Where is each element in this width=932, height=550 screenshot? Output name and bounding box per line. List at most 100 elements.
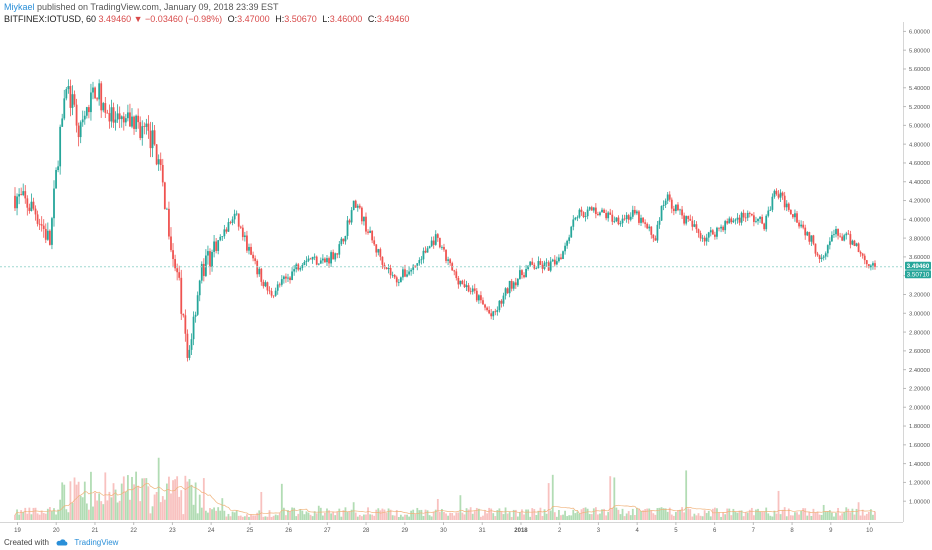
volume-bar bbox=[693, 513, 696, 520]
candle bbox=[26, 195, 29, 216]
candle bbox=[615, 217, 618, 223]
candle bbox=[835, 226, 837, 238]
volume-bar bbox=[213, 507, 215, 520]
volume-bar bbox=[418, 510, 421, 520]
volume-bar bbox=[566, 516, 569, 520]
candle bbox=[455, 268, 458, 281]
price-tick: 1.40000 bbox=[903, 462, 930, 468]
volume-bar bbox=[672, 515, 675, 520]
candle bbox=[586, 206, 589, 220]
candle bbox=[356, 203, 359, 212]
time-tick-label: 22 bbox=[130, 528, 137, 534]
volume-bar bbox=[469, 507, 472, 520]
candle bbox=[469, 287, 472, 295]
price-tick: 2.00000 bbox=[903, 405, 930, 411]
volume-bar bbox=[486, 513, 488, 520]
candle bbox=[853, 239, 856, 247]
volume-bar bbox=[420, 509, 423, 520]
candle bbox=[828, 237, 831, 250]
candle bbox=[775, 188, 778, 196]
candle bbox=[51, 216, 53, 250]
candle bbox=[656, 220, 659, 243]
volume-bar bbox=[369, 514, 371, 520]
candle bbox=[822, 254, 825, 261]
candle bbox=[750, 213, 753, 217]
volume-bar bbox=[681, 507, 683, 520]
candle bbox=[20, 187, 23, 196]
last-price-badge: 3.49460 3.50710 bbox=[905, 261, 931, 279]
volume-bar bbox=[837, 507, 839, 520]
volume-bar bbox=[636, 507, 638, 520]
volume-bar bbox=[397, 516, 400, 520]
volume-bar bbox=[20, 510, 23, 520]
volume-bars bbox=[14, 457, 876, 520]
volume-bar bbox=[789, 515, 792, 520]
volume-bar bbox=[564, 510, 566, 520]
volume-bar bbox=[346, 511, 349, 520]
author-link[interactable]: Miykael bbox=[4, 2, 35, 12]
candle bbox=[806, 231, 809, 237]
volume-bar bbox=[847, 508, 850, 520]
time-tick-label: 8 bbox=[790, 528, 794, 534]
candle bbox=[787, 202, 790, 212]
candle bbox=[420, 256, 423, 265]
candle bbox=[590, 205, 593, 211]
volume-bar bbox=[685, 470, 688, 520]
time-tick: 7 bbox=[752, 522, 756, 534]
candle bbox=[568, 234, 571, 244]
symbol-label[interactable]: BITFINEX:IOTUSD, 60 bbox=[4, 14, 97, 24]
volume-bar bbox=[730, 515, 733, 520]
time-tick: 20 bbox=[53, 522, 60, 534]
volume-bar bbox=[625, 513, 628, 520]
volume-bar bbox=[264, 516, 267, 520]
volume-bar bbox=[112, 483, 115, 520]
candle bbox=[865, 259, 868, 268]
price-tick: 4.00000 bbox=[903, 218, 930, 224]
time-tick-label: 2018 bbox=[514, 528, 528, 534]
volume-bar bbox=[51, 511, 53, 520]
volume-bar bbox=[73, 477, 76, 520]
volume-bar bbox=[769, 515, 772, 520]
close-label: C: bbox=[367, 14, 377, 24]
candle bbox=[311, 256, 314, 264]
candle bbox=[198, 279, 201, 302]
volume-bar bbox=[153, 494, 156, 520]
candle bbox=[771, 193, 774, 213]
volume-bar bbox=[529, 516, 532, 520]
volume-bar bbox=[750, 507, 753, 520]
candle bbox=[274, 287, 277, 297]
volume-bar bbox=[720, 516, 722, 520]
volume-bar bbox=[728, 508, 731, 520]
volume-bar bbox=[137, 485, 140, 520]
high-label: H: bbox=[275, 14, 285, 24]
volume-bar bbox=[775, 513, 778, 520]
candle bbox=[709, 226, 712, 237]
candle bbox=[116, 104, 119, 123]
tradingview-brand-link[interactable]: TradingView bbox=[74, 538, 119, 547]
volume-bar bbox=[492, 513, 495, 520]
volume-bar bbox=[209, 508, 211, 520]
volume-bar bbox=[159, 502, 162, 520]
candle bbox=[186, 329, 189, 362]
candle bbox=[104, 97, 107, 119]
volume-bar bbox=[742, 516, 745, 520]
candle bbox=[108, 104, 111, 129]
candle bbox=[627, 213, 630, 224]
candle bbox=[607, 211, 610, 222]
candle bbox=[611, 210, 614, 225]
time-axis[interactable]: 19 20 21 22 23 24 25 26 27 28 29 30 31 2018 2 3 4 5 6 7 8 9 10 bbox=[14, 522, 874, 534]
time-tick: 23 bbox=[169, 522, 176, 534]
volume-bar bbox=[143, 478, 146, 520]
volume-bar bbox=[309, 514, 312, 520]
volume-bar bbox=[675, 512, 677, 520]
volume-bar bbox=[373, 515, 376, 520]
volume-bar bbox=[872, 514, 874, 520]
candle bbox=[636, 209, 638, 216]
price-tick-label: 4.80000 bbox=[909, 142, 930, 148]
volume-bar bbox=[241, 516, 244, 520]
candle bbox=[250, 243, 252, 256]
candle bbox=[432, 236, 435, 249]
candle bbox=[666, 191, 669, 205]
volume-bar bbox=[826, 511, 829, 520]
